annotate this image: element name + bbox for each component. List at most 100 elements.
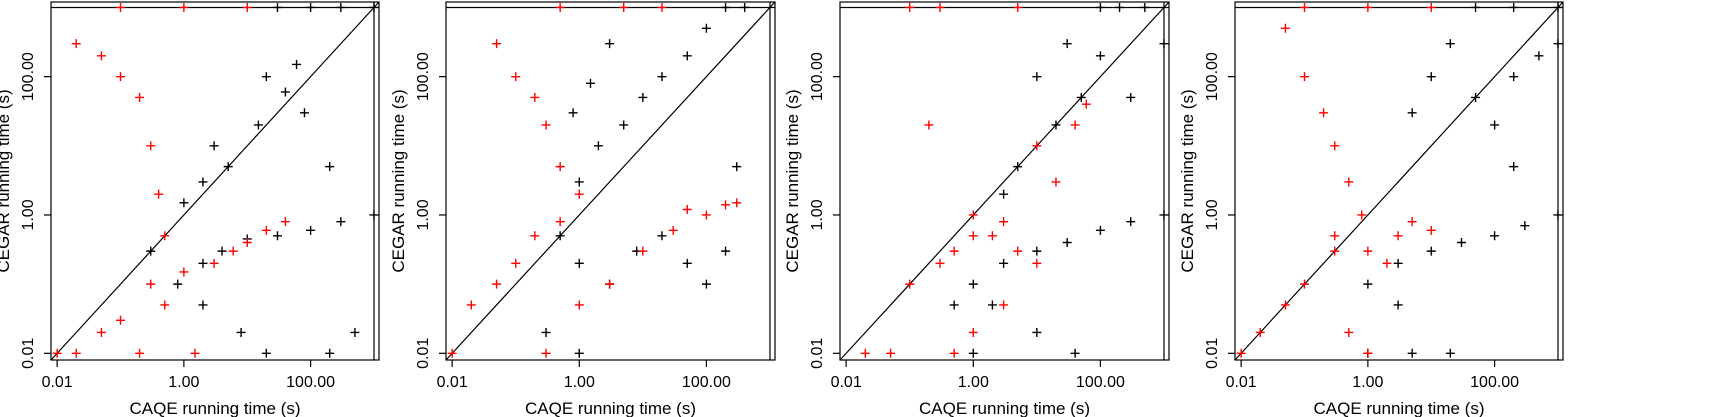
x-axis-title: CAQE running time (s) bbox=[130, 399, 301, 417]
plot-frame bbox=[445, 1, 776, 361]
data-point bbox=[968, 348, 978, 358]
data-point bbox=[228, 246, 238, 256]
data-point bbox=[1330, 246, 1340, 256]
data-point bbox=[272, 231, 282, 241]
data-point bbox=[605, 39, 615, 49]
y-axis-title: CEGAR running time (s) bbox=[389, 89, 408, 272]
y-tick-label: 100.00 bbox=[1204, 52, 1221, 101]
x-axis-title: CAQE running time (s) bbox=[919, 399, 1090, 417]
data-point bbox=[71, 348, 81, 358]
data-point bbox=[447, 348, 457, 358]
data-point bbox=[1456, 237, 1466, 247]
data-point bbox=[198, 300, 208, 310]
data-point bbox=[198, 177, 208, 187]
data-point bbox=[261, 72, 271, 82]
data-point bbox=[682, 51, 692, 61]
data-point bbox=[1300, 72, 1310, 82]
data-point bbox=[1393, 231, 1403, 241]
data-point bbox=[280, 87, 290, 97]
data-point bbox=[1032, 141, 1042, 151]
y-axis-title: CEGAR running time (s) bbox=[1178, 89, 1197, 272]
data-point bbox=[721, 200, 731, 210]
data-point bbox=[1062, 237, 1072, 247]
data-point bbox=[1032, 258, 1042, 268]
data-point bbox=[638, 92, 648, 102]
x-tick-label: 1.00 bbox=[958, 374, 989, 391]
data-point bbox=[740, 2, 750, 12]
data-point bbox=[1032, 327, 1042, 337]
data-point bbox=[1070, 120, 1080, 130]
data-point bbox=[1426, 72, 1436, 82]
data-point bbox=[987, 231, 997, 241]
data-point bbox=[1363, 246, 1373, 256]
data-point bbox=[173, 279, 183, 289]
data-point bbox=[949, 246, 959, 256]
data-point bbox=[154, 189, 164, 199]
data-point bbox=[236, 327, 246, 337]
x-axis-title: CAQE running time (s) bbox=[525, 399, 696, 417]
x-tick-label: 0.01 bbox=[437, 374, 468, 391]
data-point bbox=[541, 348, 551, 358]
data-point bbox=[280, 217, 290, 227]
x-tick-label: 100.00 bbox=[682, 374, 731, 391]
data-point bbox=[541, 327, 551, 337]
data-point bbox=[1013, 246, 1023, 256]
data-point bbox=[306, 225, 316, 235]
data-point bbox=[1300, 279, 1310, 289]
series-red bbox=[52, 2, 290, 358]
data-point bbox=[999, 217, 1009, 227]
data-point bbox=[1013, 162, 1023, 172]
data-point bbox=[968, 231, 978, 241]
series-red bbox=[860, 2, 1091, 358]
data-point bbox=[1081, 99, 1091, 109]
data-point bbox=[261, 225, 271, 235]
data-point bbox=[1490, 231, 1500, 241]
data-point bbox=[1407, 348, 1417, 358]
data-point bbox=[574, 189, 584, 199]
data-point bbox=[568, 108, 578, 118]
data-point bbox=[261, 348, 271, 358]
data-point bbox=[1013, 2, 1023, 12]
data-point bbox=[492, 39, 502, 49]
data-point bbox=[1520, 221, 1530, 231]
diagonal-line bbox=[839, 1, 1170, 361]
scatter-panel-4: 0.01 1.00 100.00 0.01 1.00 100.00 CAQE running… bbox=[1178, 1, 1564, 417]
data-point bbox=[217, 246, 227, 256]
y-tick-label: 100.00 bbox=[20, 52, 37, 101]
data-point bbox=[1236, 348, 1246, 358]
x-tick-label: 100.00 bbox=[1076, 374, 1125, 391]
data-point bbox=[1062, 39, 1072, 49]
x-tick-label: 100.00 bbox=[1470, 374, 1519, 391]
x-tick-label: 0.01 bbox=[1226, 374, 1257, 391]
data-point bbox=[732, 198, 742, 208]
series-black bbox=[541, 2, 750, 358]
y-tick-label: 1.00 bbox=[20, 199, 37, 230]
data-point bbox=[1070, 348, 1080, 358]
data-point bbox=[116, 315, 126, 325]
data-point bbox=[987, 300, 997, 310]
data-point bbox=[1032, 72, 1042, 82]
data-point bbox=[999, 300, 1009, 310]
plot-frame bbox=[1234, 1, 1564, 361]
data-point bbox=[1407, 108, 1417, 118]
data-point bbox=[179, 267, 189, 277]
data-point bbox=[511, 258, 521, 268]
data-point bbox=[1051, 120, 1061, 130]
y-tick-label: 100.00 bbox=[415, 52, 432, 101]
data-point bbox=[1509, 162, 1519, 172]
scatter-panel-3: 0.01 1.00 100.00 0.01 1.00 100.00 CAQE running… bbox=[783, 1, 1170, 417]
data-point bbox=[336, 217, 346, 227]
data-point bbox=[905, 279, 915, 289]
data-point bbox=[619, 120, 629, 130]
data-point bbox=[968, 327, 978, 337]
data-point bbox=[1344, 327, 1354, 337]
data-point bbox=[1445, 348, 1455, 358]
y-tick-label: 0.01 bbox=[1204, 338, 1221, 369]
data-point bbox=[1280, 23, 1290, 33]
data-point bbox=[968, 279, 978, 289]
y-tick-label: 0.01 bbox=[415, 338, 432, 369]
data-point bbox=[949, 300, 959, 310]
data-point bbox=[860, 348, 870, 358]
data-point bbox=[1095, 51, 1105, 61]
